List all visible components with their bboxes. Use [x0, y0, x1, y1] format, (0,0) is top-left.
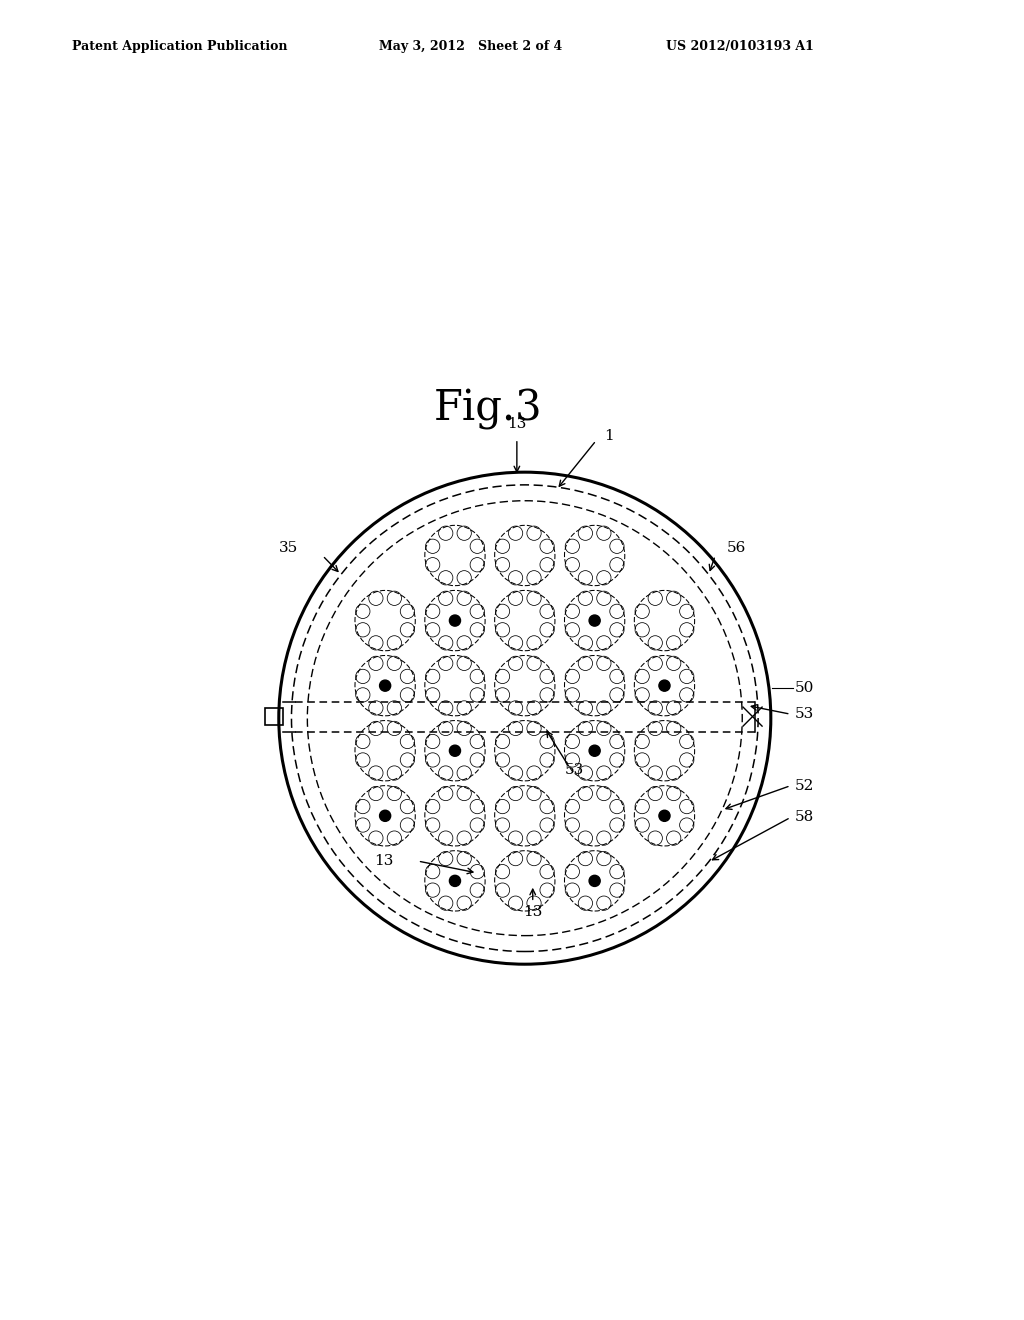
Text: 35: 35 — [280, 541, 299, 554]
Text: US 2012/0103193 A1: US 2012/0103193 A1 — [666, 40, 813, 53]
Circle shape — [589, 875, 600, 887]
Bar — [265, 709, 283, 725]
Circle shape — [658, 680, 670, 692]
Circle shape — [450, 746, 461, 756]
Text: 1: 1 — [604, 429, 614, 444]
Text: 13: 13 — [523, 904, 543, 919]
Circle shape — [450, 875, 461, 887]
Text: Fig.3: Fig.3 — [433, 388, 542, 430]
Text: 53: 53 — [795, 708, 814, 721]
Circle shape — [589, 746, 600, 756]
Circle shape — [589, 615, 600, 626]
Text: 53: 53 — [564, 763, 584, 776]
Circle shape — [380, 810, 391, 821]
Text: 56: 56 — [727, 541, 746, 554]
Text: 58: 58 — [795, 810, 814, 825]
Text: May 3, 2012   Sheet 2 of 4: May 3, 2012 Sheet 2 of 4 — [379, 40, 562, 53]
Text: 13: 13 — [375, 854, 394, 869]
Circle shape — [450, 615, 461, 626]
Circle shape — [658, 810, 670, 821]
Text: 52: 52 — [795, 779, 814, 792]
Circle shape — [380, 680, 391, 692]
Text: 13: 13 — [507, 417, 526, 430]
Text: Patent Application Publication: Patent Application Publication — [72, 40, 287, 53]
Text: 50: 50 — [795, 681, 814, 696]
